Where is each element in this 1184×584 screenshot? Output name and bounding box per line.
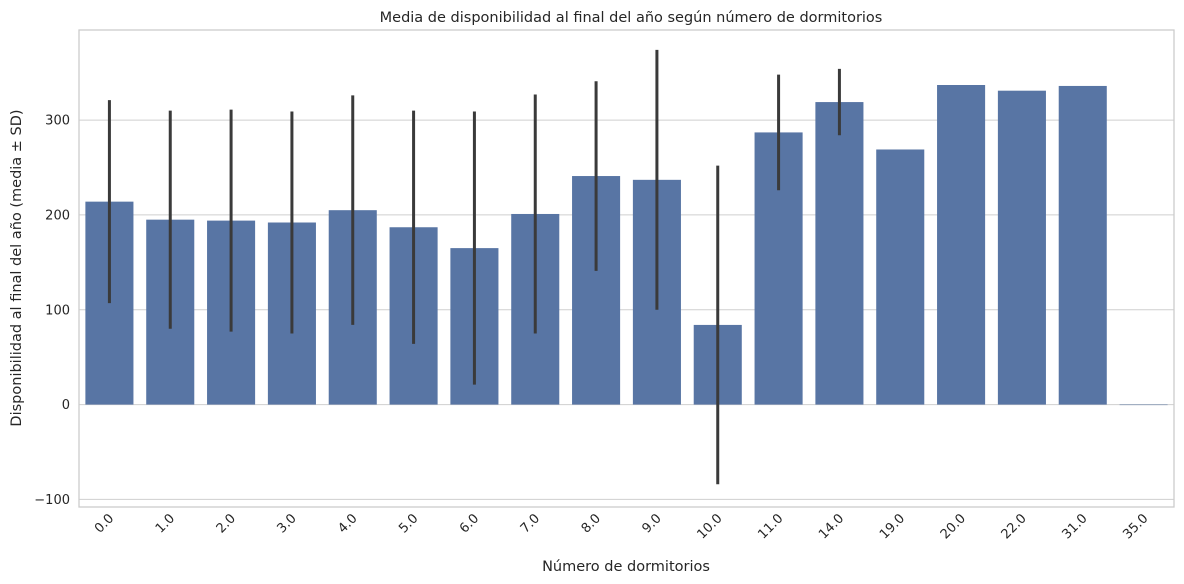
x-tick-label: 35.0: [1120, 511, 1151, 542]
x-tick-label: 3.0: [275, 511, 300, 536]
x-tick-labels: 0.0 1.0 2.0 3.0 4.0 5.0 6.0 7.0 8.0 9.0 10.0 11.0 14…: [92, 511, 1151, 542]
x-tick-label: 10.0: [694, 511, 725, 542]
y-axis-label: Disponibilidad al final del año (media ±…: [9, 109, 25, 426]
bar: [1119, 404, 1168, 406]
y-tick-label: −100: [34, 493, 70, 508]
bar: [937, 85, 986, 405]
bar: [876, 149, 925, 405]
y-tick-label: 200: [45, 208, 70, 223]
bar: [815, 102, 864, 405]
chart-title: Media de disponibilidad al final del año…: [380, 10, 883, 26]
x-tick-label: 20.0: [938, 511, 969, 542]
plot-frame: [78, 29, 1175, 508]
x-tick-label: 19.0: [877, 511, 908, 542]
bars: [85, 85, 1168, 406]
x-tick-label: 22.0: [999, 511, 1030, 542]
x-tick-label: 8.0: [579, 511, 604, 536]
x-tick-label: 31.0: [1059, 511, 1090, 542]
x-tick-label: 5.0: [396, 511, 421, 536]
error-bars: [107, 49, 841, 485]
x-tick-label: 2.0: [214, 511, 239, 536]
grid-lines: [79, 119, 1174, 500]
y-tick-label: 300: [45, 114, 70, 129]
x-tick-label: 4.0: [335, 511, 360, 536]
x-tick-label: 14.0: [816, 511, 847, 542]
x-tick-label: 11.0: [755, 511, 786, 542]
x-axis-label: Número de dormitorios: [542, 559, 710, 575]
y-tick-labels: −100 0 100 200 300: [34, 114, 70, 508]
bar: [997, 90, 1046, 405]
x-tick-label: 9.0: [640, 511, 665, 536]
x-tick-label: 0.0: [92, 511, 117, 536]
y-tick-label: 100: [45, 303, 70, 318]
x-tick-label: 6.0: [457, 511, 482, 536]
x-tick-label: 7.0: [518, 511, 543, 536]
x-tick-label: 1.0: [153, 511, 178, 536]
y-tick-label: 0: [62, 398, 70, 413]
bar: [1058, 85, 1107, 405]
